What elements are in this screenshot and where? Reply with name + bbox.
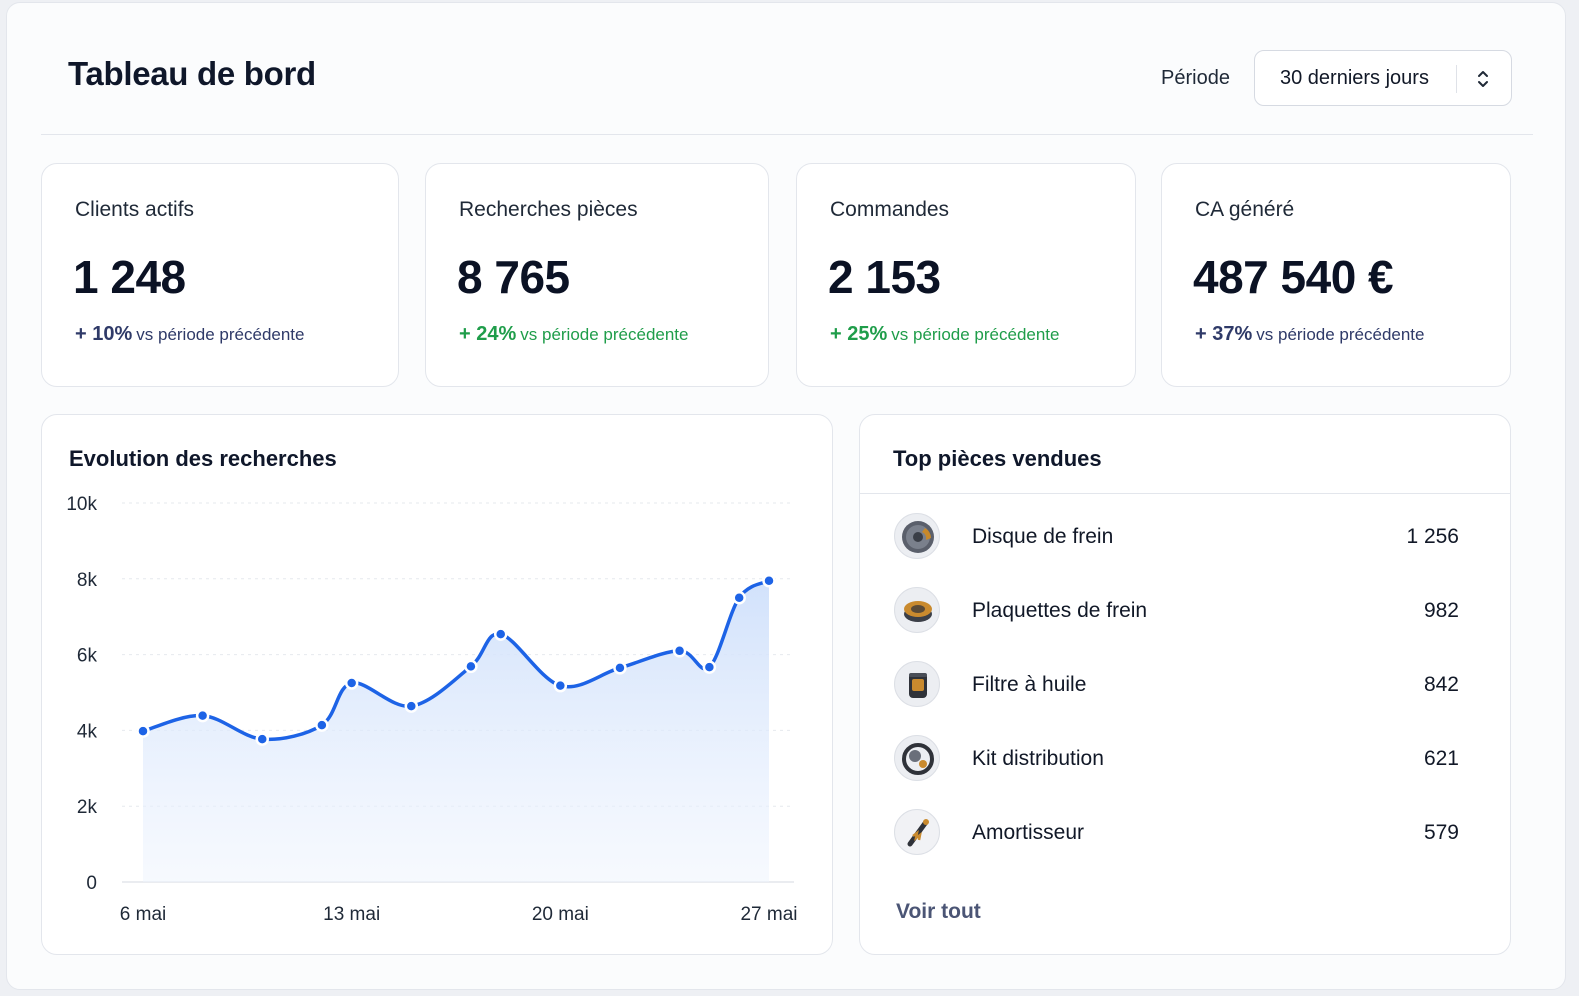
kpi-card-ca-genere: CA généré 487 540 € + 37% vs période préc… bbox=[1161, 163, 1511, 387]
kpi-card-clients-actifs: Clients actifs 1 248 + 10% vs période pré… bbox=[41, 163, 399, 387]
shock-absorber-icon bbox=[894, 809, 940, 855]
list-item[interactable]: Filtre à huile 842 bbox=[860, 655, 1510, 715]
dashboard-window: Tableau de bord Période 30 derniers jour… bbox=[6, 2, 1566, 990]
x-tick-label: 13 mai bbox=[323, 904, 380, 925]
timing-kit-icon bbox=[894, 735, 940, 781]
part-name: Plaquettes de frein bbox=[972, 599, 1148, 622]
data-point bbox=[732, 591, 746, 605]
kpi-value: 1 248 bbox=[73, 251, 186, 303]
part-count: 1 256 bbox=[1406, 525, 1459, 548]
part-name: Kit distribution bbox=[972, 747, 1104, 770]
searches-chart-card: Evolution des recherches 0 2k 4k 6k 8k 10k 6 m… bbox=[41, 414, 833, 955]
searches-line-chart: 0 2k 4k 6k 8k 10k 6 mai 13 mai 20 mai 27 mai bbox=[66, 494, 797, 925]
data-point bbox=[702, 660, 717, 674]
kpi-delta-percent: + 10% bbox=[75, 323, 133, 345]
list-item[interactable]: Amortisseur 579 bbox=[860, 803, 1510, 863]
divider bbox=[860, 493, 1510, 494]
data-point bbox=[613, 661, 627, 675]
select-divider bbox=[1456, 65, 1457, 93]
top-parts-card: Top pièces vendues Disque de frein 1 256 bbox=[859, 414, 1511, 955]
kpi-card-recherches-pieces: Recherches pièces 8 765 + 24% vs période … bbox=[425, 163, 769, 387]
chart-title: Evolution des recherches bbox=[69, 446, 337, 471]
kpi-card-commandes: Commandes 2 153 + 25% vs période précéden… bbox=[796, 163, 1136, 387]
y-tick-label: 4k bbox=[77, 721, 98, 742]
kpi-delta-text: vs période précédente bbox=[136, 325, 305, 344]
top-parts-title: Top pièces vendues bbox=[893, 446, 1102, 471]
data-point bbox=[136, 724, 150, 738]
kpi-label: Recherches pièces bbox=[459, 198, 638, 221]
kpi-delta-text: vs période précédente bbox=[1256, 325, 1425, 344]
kpi-delta: + 37% vs période précédente bbox=[1195, 323, 1425, 346]
data-point bbox=[315, 718, 329, 732]
part-name: Amortisseur bbox=[972, 821, 1085, 844]
data-point bbox=[344, 676, 359, 690]
kpi-label: CA généré bbox=[1195, 198, 1295, 221]
x-tick-label: 27 mai bbox=[740, 904, 797, 925]
see-all-link[interactable]: Voir tout bbox=[896, 900, 981, 923]
list-item[interactable]: Disque de frein 1 256 bbox=[860, 507, 1510, 567]
list-item[interactable]: Kit distribution 621 bbox=[860, 729, 1510, 789]
kpi-delta: + 10% vs période précédente bbox=[75, 323, 305, 346]
data-point bbox=[255, 732, 269, 746]
kpi-delta: + 25% vs période précédente bbox=[830, 323, 1060, 346]
page-header: Tableau de bord Période 30 derniers jour… bbox=[41, 3, 1533, 135]
y-tick-label: 8k bbox=[77, 570, 98, 591]
x-tick-label: 20 mai bbox=[532, 904, 589, 925]
period-label: Période bbox=[1161, 67, 1230, 89]
part-name: Disque de frein bbox=[972, 525, 1114, 548]
page-title: Tableau de bord bbox=[68, 55, 316, 92]
data-point bbox=[404, 699, 419, 713]
kpi-label: Commandes bbox=[830, 198, 950, 221]
kpi-delta-percent: + 24% bbox=[459, 323, 517, 345]
kpi-delta: + 24% vs période précédente bbox=[459, 323, 689, 346]
brake-pads-icon bbox=[894, 587, 940, 633]
list-item[interactable]: Plaquettes de frein 982 bbox=[860, 581, 1510, 641]
y-tick-label: 0 bbox=[86, 873, 97, 894]
kpi-delta-text: vs période précédente bbox=[520, 325, 689, 344]
y-tick-label: 10k bbox=[66, 494, 97, 515]
kpi-value: 2 153 bbox=[828, 251, 941, 303]
period-select-value: 30 derniers jours bbox=[1280, 67, 1429, 89]
data-point bbox=[553, 678, 568, 693]
data-point bbox=[672, 644, 687, 658]
kpi-delta-percent: + 25% bbox=[830, 323, 888, 345]
part-name: Filtre à huile bbox=[972, 673, 1087, 696]
data-point bbox=[464, 659, 478, 674]
y-tick-label: 2k bbox=[77, 797, 98, 818]
part-count: 842 bbox=[1423, 673, 1459, 696]
part-count: 579 bbox=[1423, 821, 1459, 844]
kpi-delta-text: vs période précédente bbox=[891, 325, 1060, 344]
data-point bbox=[762, 573, 776, 588]
part-count: 982 bbox=[1423, 599, 1459, 622]
oil-filter-icon bbox=[894, 661, 940, 707]
x-tick-label: 6 mai bbox=[120, 904, 166, 925]
period-select[interactable]: 30 derniers jours bbox=[1254, 50, 1512, 106]
data-point bbox=[195, 708, 210, 723]
kpi-value: 8 765 bbox=[457, 251, 570, 303]
data-point bbox=[493, 627, 508, 641]
kpi-delta-percent: + 37% bbox=[1195, 323, 1253, 345]
kpi-label: Clients actifs bbox=[75, 198, 195, 221]
kpi-value: 487 540 € bbox=[1193, 251, 1394, 303]
y-tick-label: 6k bbox=[77, 646, 98, 667]
chevron-up-down-icon bbox=[1478, 71, 1488, 87]
chart-area bbox=[143, 580, 769, 882]
brake-disc-icon bbox=[894, 513, 940, 559]
part-count: 621 bbox=[1423, 747, 1459, 770]
